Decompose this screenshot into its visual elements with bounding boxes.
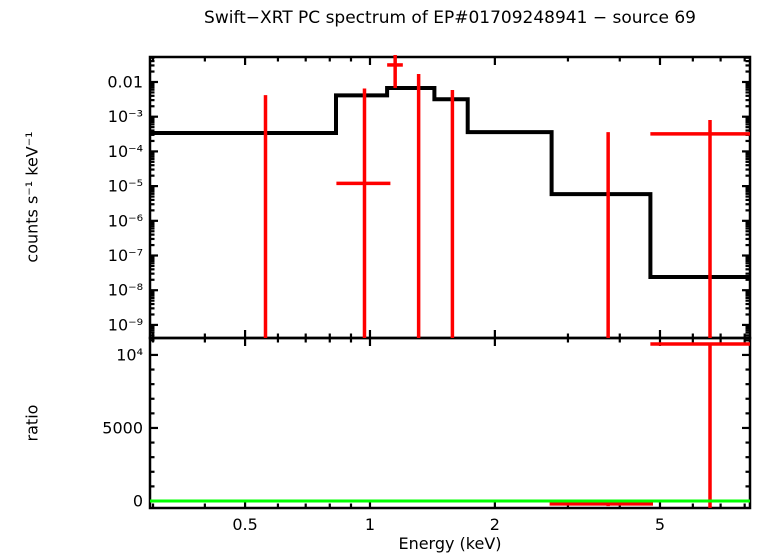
y-tick-label: 0: [133, 491, 143, 510]
x-tick-label: 1: [365, 515, 375, 534]
y-tick-label: 10⁻⁶: [108, 211, 143, 230]
model-step-line: [150, 86, 750, 279]
bottom-panel-frame: [148, 336, 752, 510]
y-tick-label: 10⁴: [116, 345, 143, 364]
y-tick-label: 10⁻⁵: [108, 177, 143, 196]
y-tick-label: 10⁻⁷: [108, 246, 143, 265]
x-tick-label: 2: [490, 515, 500, 534]
x-tick-label: 5: [655, 515, 665, 534]
y-tick-label: 10⁻⁴: [108, 142, 143, 161]
y-tick-label: 10⁻⁸: [108, 281, 143, 300]
y-tick-label: 10⁻³: [108, 107, 143, 126]
y-tick-label: 10⁻⁹: [108, 315, 143, 334]
y-tick-label: 5000: [102, 418, 143, 437]
x-axis-label: Energy (keV): [398, 534, 502, 553]
x-tick-label: 0.5: [232, 515, 257, 534]
y-tick-label: 0.01: [107, 72, 143, 91]
plot-title: Swift−XRT PC spectrum of EP#01709248941 …: [204, 8, 696, 28]
